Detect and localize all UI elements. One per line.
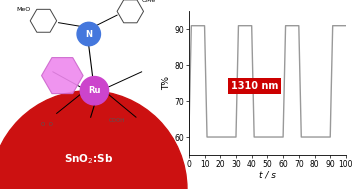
Text: Ru: Ru — [88, 86, 101, 95]
Text: COOH: COOH — [109, 119, 125, 123]
X-axis label: t / s: t / s — [259, 170, 276, 179]
Circle shape — [80, 77, 109, 105]
Text: O  O: O O — [41, 122, 53, 127]
Wedge shape — [0, 91, 187, 189]
Text: OMe: OMe — [142, 0, 156, 2]
Y-axis label: T%: T% — [162, 76, 172, 90]
Circle shape — [77, 22, 101, 46]
Text: 1310 nm: 1310 nm — [231, 81, 279, 91]
Text: N: N — [85, 29, 92, 39]
Text: MeO: MeO — [16, 7, 30, 12]
Text: SnO$_2$:Sb: SnO$_2$:Sb — [64, 152, 113, 166]
